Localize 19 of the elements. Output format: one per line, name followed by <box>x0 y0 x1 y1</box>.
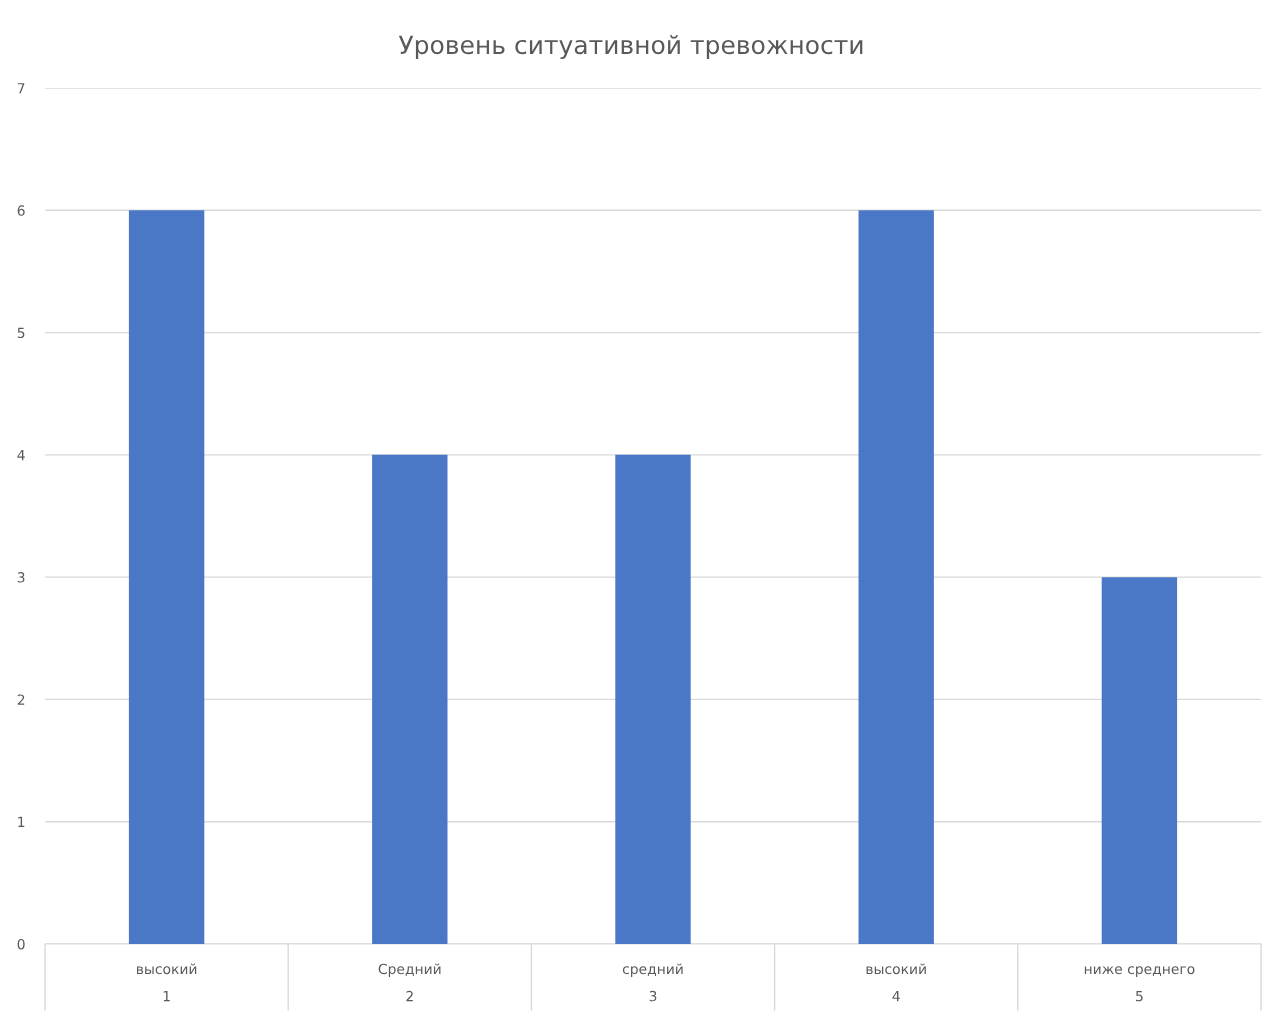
y-tick-label: 7 <box>17 83 25 94</box>
y-tick-label: 4 <box>17 450 25 461</box>
y-tick-label: 1 <box>18 816 25 827</box>
y-tick-label: 6 <box>17 205 25 216</box>
y-tick-label: 5 <box>17 327 25 339</box>
bar <box>1101 577 1178 944</box>
y-tick-label: 0 <box>17 938 25 950</box>
x-tick-label: средний 3 <box>622 963 683 1002</box>
x-tick-label: Средний 2 <box>378 963 441 1002</box>
chart-title: Уровень ситуативной тревожности <box>398 35 863 60</box>
category-label: высокий 1 <box>137 963 197 1002</box>
bar <box>858 210 934 944</box>
bar <box>615 454 691 944</box>
bar <box>372 454 448 944</box>
y-tick-label: 2 <box>17 694 25 705</box>
category-label: высокий 4 <box>866 963 926 1002</box>
x-tick-label: ниже среднего 5 <box>1084 966 1195 1002</box>
y-tick-label: 3 <box>17 572 25 583</box>
bar <box>128 210 205 944</box>
